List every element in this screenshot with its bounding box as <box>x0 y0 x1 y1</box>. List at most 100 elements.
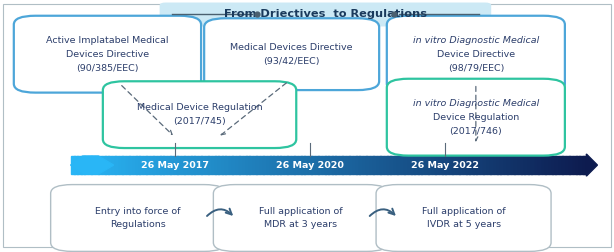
FancyBboxPatch shape <box>387 79 565 155</box>
Bar <box>129 156 133 174</box>
Text: From Driectives  to Regulations: From Driectives to Regulations <box>224 10 427 19</box>
Bar <box>322 156 325 174</box>
Bar <box>466 156 470 174</box>
Bar <box>71 156 75 174</box>
Bar <box>435 156 439 174</box>
FancyBboxPatch shape <box>14 16 201 93</box>
Bar <box>243 156 247 174</box>
Bar <box>101 156 106 174</box>
Bar <box>198 156 202 174</box>
Bar <box>143 156 147 174</box>
Bar <box>462 156 467 174</box>
Polygon shape <box>71 156 114 174</box>
Bar <box>184 156 188 174</box>
Bar <box>569 156 573 174</box>
Text: (93/42/EEC): (93/42/EEC) <box>263 57 320 66</box>
Bar <box>335 156 340 174</box>
Text: Regulations: Regulations <box>111 220 166 229</box>
Bar <box>277 156 281 174</box>
Bar <box>373 156 377 174</box>
Bar <box>91 156 95 174</box>
Bar <box>476 156 480 174</box>
Bar <box>411 156 415 174</box>
Bar <box>298 156 301 174</box>
Bar <box>538 156 542 174</box>
Bar <box>349 156 353 174</box>
Bar <box>352 156 357 174</box>
Bar <box>81 156 85 174</box>
Text: Device Regulation: Device Regulation <box>433 113 519 122</box>
FancyBboxPatch shape <box>103 81 297 148</box>
Bar <box>284 156 288 174</box>
Bar <box>432 156 436 174</box>
Text: Medical Devices Directive: Medical Devices Directive <box>230 43 353 52</box>
Text: Active Implatabel Medical: Active Implatabel Medical <box>46 36 169 45</box>
Bar <box>153 156 157 174</box>
Bar <box>146 156 150 174</box>
Bar <box>150 156 154 174</box>
Bar <box>215 156 219 174</box>
Text: Full application of: Full application of <box>259 207 343 215</box>
Bar <box>391 156 394 174</box>
Bar <box>370 156 374 174</box>
FancyBboxPatch shape <box>376 184 551 251</box>
Bar <box>562 156 566 174</box>
Bar <box>542 156 546 174</box>
Bar <box>518 156 522 174</box>
Bar <box>425 156 429 174</box>
Bar <box>222 156 226 174</box>
Bar <box>401 156 405 174</box>
Bar <box>418 156 422 174</box>
Bar <box>548 156 553 174</box>
Bar <box>318 156 322 174</box>
Bar <box>174 156 178 174</box>
Bar <box>480 156 484 174</box>
Text: IVDR at 5 years: IVDR at 5 years <box>427 220 500 229</box>
Text: in vitro Diagnostic Medical: in vitro Diagnostic Medical <box>413 99 539 108</box>
Bar <box>387 156 391 174</box>
Bar <box>225 156 230 174</box>
Bar <box>552 156 556 174</box>
Text: Full application of: Full application of <box>422 207 505 215</box>
Bar <box>157 156 161 174</box>
Bar <box>201 156 205 174</box>
Bar <box>263 156 267 174</box>
Text: (2017/745): (2017/745) <box>173 117 226 126</box>
Bar <box>507 156 511 174</box>
Bar <box>212 156 216 174</box>
Bar <box>528 156 532 174</box>
Bar <box>77 156 82 174</box>
Text: (98/79/EEC): (98/79/EEC) <box>448 64 504 73</box>
Bar <box>112 156 116 174</box>
Bar <box>115 156 119 174</box>
Bar <box>576 156 580 174</box>
Bar <box>177 156 181 174</box>
Bar <box>524 156 529 174</box>
Bar <box>456 156 460 174</box>
Bar <box>421 156 426 174</box>
Bar <box>109 156 112 174</box>
Bar <box>287 156 291 174</box>
Bar <box>408 156 411 174</box>
Text: in vitro Diagnostic Medical: in vitro Diagnostic Medical <box>413 36 539 45</box>
Bar <box>232 156 236 174</box>
Bar <box>98 156 102 174</box>
Text: MDR at 3 years: MDR at 3 years <box>264 220 338 229</box>
Bar <box>573 156 577 174</box>
Bar <box>294 156 298 174</box>
Text: 26 May 2022: 26 May 2022 <box>411 161 479 170</box>
Bar <box>473 156 477 174</box>
Text: 26 May 2017: 26 May 2017 <box>141 161 209 170</box>
Bar <box>490 156 494 174</box>
Bar <box>260 156 264 174</box>
Bar <box>384 156 387 174</box>
Bar <box>359 156 363 174</box>
Bar <box>311 156 316 174</box>
Bar <box>305 156 308 174</box>
Bar <box>346 156 350 174</box>
Bar <box>167 156 171 174</box>
Bar <box>449 156 453 174</box>
Bar <box>74 156 78 174</box>
FancyBboxPatch shape <box>214 184 389 251</box>
Text: (90/385/EEC): (90/385/EEC) <box>76 64 139 73</box>
